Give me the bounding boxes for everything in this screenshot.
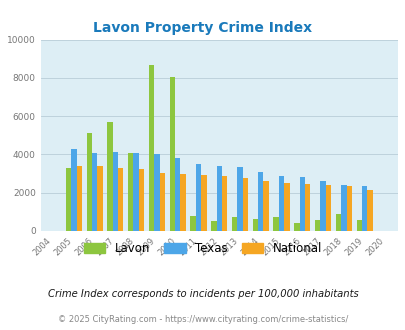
Bar xyxy=(128,153,133,231)
Bar xyxy=(216,166,222,231)
Bar xyxy=(113,152,118,231)
Bar xyxy=(242,178,247,231)
Bar xyxy=(252,218,258,231)
Bar xyxy=(190,216,195,231)
Bar xyxy=(154,154,159,231)
Text: Crime Index corresponds to incidents per 100,000 inhabitants: Crime Index corresponds to incidents per… xyxy=(47,289,358,299)
Bar xyxy=(231,217,237,231)
Bar xyxy=(71,149,77,231)
Bar xyxy=(361,186,367,231)
Bar xyxy=(356,220,361,231)
Bar xyxy=(107,122,113,231)
Bar xyxy=(294,223,299,231)
Bar xyxy=(320,181,325,231)
Bar xyxy=(299,178,304,231)
Bar xyxy=(237,167,242,231)
Bar xyxy=(304,184,310,231)
Bar xyxy=(258,172,263,231)
Legend: Lavon, Texas, National: Lavon, Texas, National xyxy=(79,237,326,260)
Bar xyxy=(340,185,346,231)
Bar xyxy=(222,176,227,231)
Bar xyxy=(159,173,164,231)
Bar xyxy=(180,174,185,231)
Bar xyxy=(139,169,144,231)
Text: Lavon Property Crime Index: Lavon Property Crime Index xyxy=(93,21,312,35)
Bar xyxy=(314,220,320,231)
Bar xyxy=(92,153,97,231)
Bar xyxy=(118,168,123,231)
Bar xyxy=(211,221,216,231)
Bar xyxy=(335,214,340,231)
Bar xyxy=(284,183,289,231)
Bar xyxy=(367,190,372,231)
Bar xyxy=(195,164,200,231)
Bar xyxy=(325,185,330,231)
Bar xyxy=(133,153,139,231)
Bar xyxy=(273,217,278,231)
Bar xyxy=(200,176,206,231)
Bar xyxy=(169,77,175,231)
Bar xyxy=(77,166,82,231)
Bar xyxy=(175,158,180,231)
Bar xyxy=(263,181,268,231)
Bar xyxy=(86,133,92,231)
Bar xyxy=(278,176,284,231)
Bar xyxy=(97,167,102,231)
Bar xyxy=(149,65,154,231)
Text: © 2025 CityRating.com - https://www.cityrating.com/crime-statistics/: © 2025 CityRating.com - https://www.city… xyxy=(58,315,347,324)
Bar xyxy=(346,186,351,231)
Bar xyxy=(66,168,71,231)
